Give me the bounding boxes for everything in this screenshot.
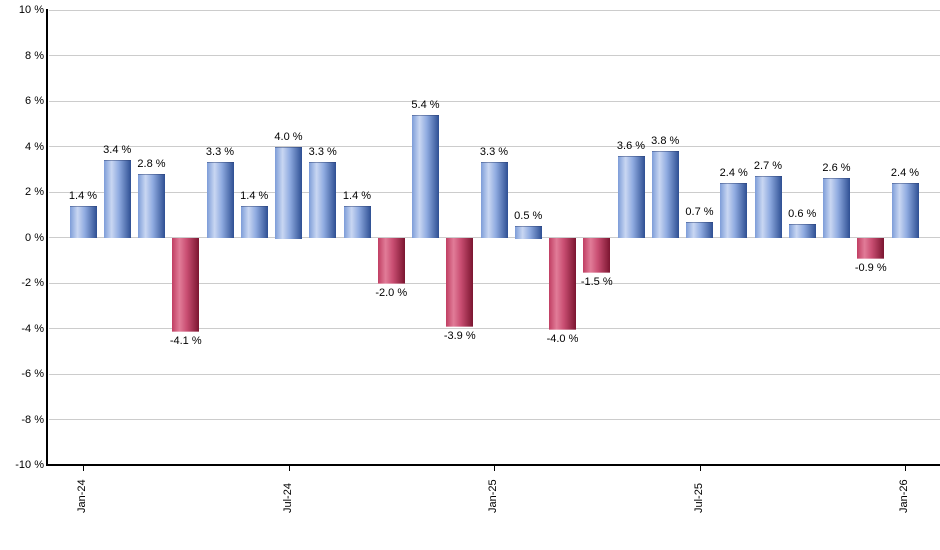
bar-negative: [172, 237, 200, 332]
y-axis-tick-label: 10 %: [18, 4, 44, 16]
y-axis-tick-label: 2 %: [25, 186, 44, 198]
bar-value-label: 1.4 %: [68, 189, 98, 202]
bar-negative: [583, 237, 611, 273]
bar-value-label: 3.3 %: [479, 146, 509, 159]
y-axis-tick-label: -2 %: [21, 277, 44, 289]
y-axis-tick-label: -10 %: [15, 459, 44, 471]
bar-positive: [514, 226, 542, 239]
x-axis-line: [46, 464, 940, 466]
y-axis-tick-label: 0 %: [25, 231, 44, 244]
bar-positive: [275, 146, 302, 239]
x-axis-tick-mark: [83, 466, 84, 471]
y-gridline: [49, 9, 940, 11]
bar-value-label: 2.7 %: [753, 160, 783, 173]
x-axis-tick-mark: [494, 466, 495, 471]
bar-positive: [823, 178, 850, 239]
bar-value-label: 4.0 %: [274, 130, 303, 143]
bar-positive: [720, 182, 748, 239]
x-axis-tick-mark: [905, 466, 906, 471]
bar-value-label: -0.9 %: [854, 261, 887, 274]
bar-positive: [617, 155, 645, 239]
bar-positive: [69, 205, 97, 239]
y-axis-tick-label: -8 %: [21, 413, 44, 426]
x-axis-tick-label-text: Jul-25: [692, 483, 705, 513]
y-axis-tick-label: 4 %: [25, 140, 44, 153]
bar-value-label: -4.1 %: [169, 334, 202, 347]
bar-value-label: 3.3 %: [205, 146, 235, 159]
bar-negative: [377, 237, 405, 284]
bar-positive: [480, 162, 508, 239]
bar-value-label: 5.4 %: [411, 98, 440, 111]
y-axis-tick-label: 8 %: [25, 49, 44, 62]
x-axis-tick-mark: [288, 466, 290, 471]
bar-positive: [138, 173, 165, 239]
y-gridline: [49, 419, 940, 420]
bar-positive: [754, 176, 782, 239]
bar-value-label: 3.8 %: [651, 135, 680, 148]
bar-positive: [103, 160, 131, 239]
bar-value-label: 2.8 %: [137, 157, 166, 170]
bar-value-label: 2.4 %: [890, 166, 920, 179]
bar-negative: [857, 237, 885, 259]
bar-positive: [206, 162, 234, 239]
y-axis-tick-label: -6 %: [21, 368, 44, 380]
bar-positive: [240, 205, 268, 239]
bar-positive: [686, 221, 713, 239]
bar-value-label: 2.6 %: [822, 162, 851, 175]
x-axis-tick-label-text: Jan-26: [898, 479, 910, 513]
y-axis-line: [46, 9, 48, 466]
bar-negative: [549, 237, 576, 330]
bar-value-label: 3.3 %: [308, 146, 337, 159]
bar-value-label: 1.4 %: [240, 189, 269, 202]
bar-value-label: 0.6 %: [788, 207, 817, 220]
bar-value-label: 3.4 %: [103, 144, 132, 157]
bar-value-label: -1.5 %: [580, 275, 613, 288]
y-gridline: [49, 55, 940, 56]
bar-value-label: -3.9 %: [443, 330, 476, 343]
x-axis-tick-label-text: Jan-25: [487, 479, 499, 513]
bar-positive: [891, 182, 919, 239]
bar-positive: [309, 162, 337, 239]
bar-positive: [412, 114, 439, 239]
bar-value-label: 2.4 %: [719, 166, 748, 179]
x-axis-tick-label-text: Jul-24: [281, 483, 294, 513]
bar-positive: [788, 223, 816, 239]
bar-positive: [651, 151, 679, 239]
x-axis-tick-mark: [699, 466, 701, 471]
bar-value-label: 0.7 %: [685, 205, 714, 218]
bar-value-label: -2.0 %: [375, 287, 408, 299]
x-axis-tick-label-text: Jan-24: [76, 479, 88, 513]
bar-value-label: -4.0 %: [546, 332, 579, 345]
bar-value-label: 1.4 %: [342, 189, 372, 202]
y-axis-tick-label: 6 %: [25, 95, 44, 107]
y-gridline: [49, 100, 940, 102]
y-gridline: [49, 373, 940, 375]
bar-value-label: 3.6 %: [616, 139, 646, 152]
bar-negative: [446, 237, 474, 328]
bar-value-label: 0.5 %: [514, 210, 543, 223]
bar-positive: [343, 205, 371, 239]
y-axis-tick-label: -4 %: [21, 322, 44, 335]
